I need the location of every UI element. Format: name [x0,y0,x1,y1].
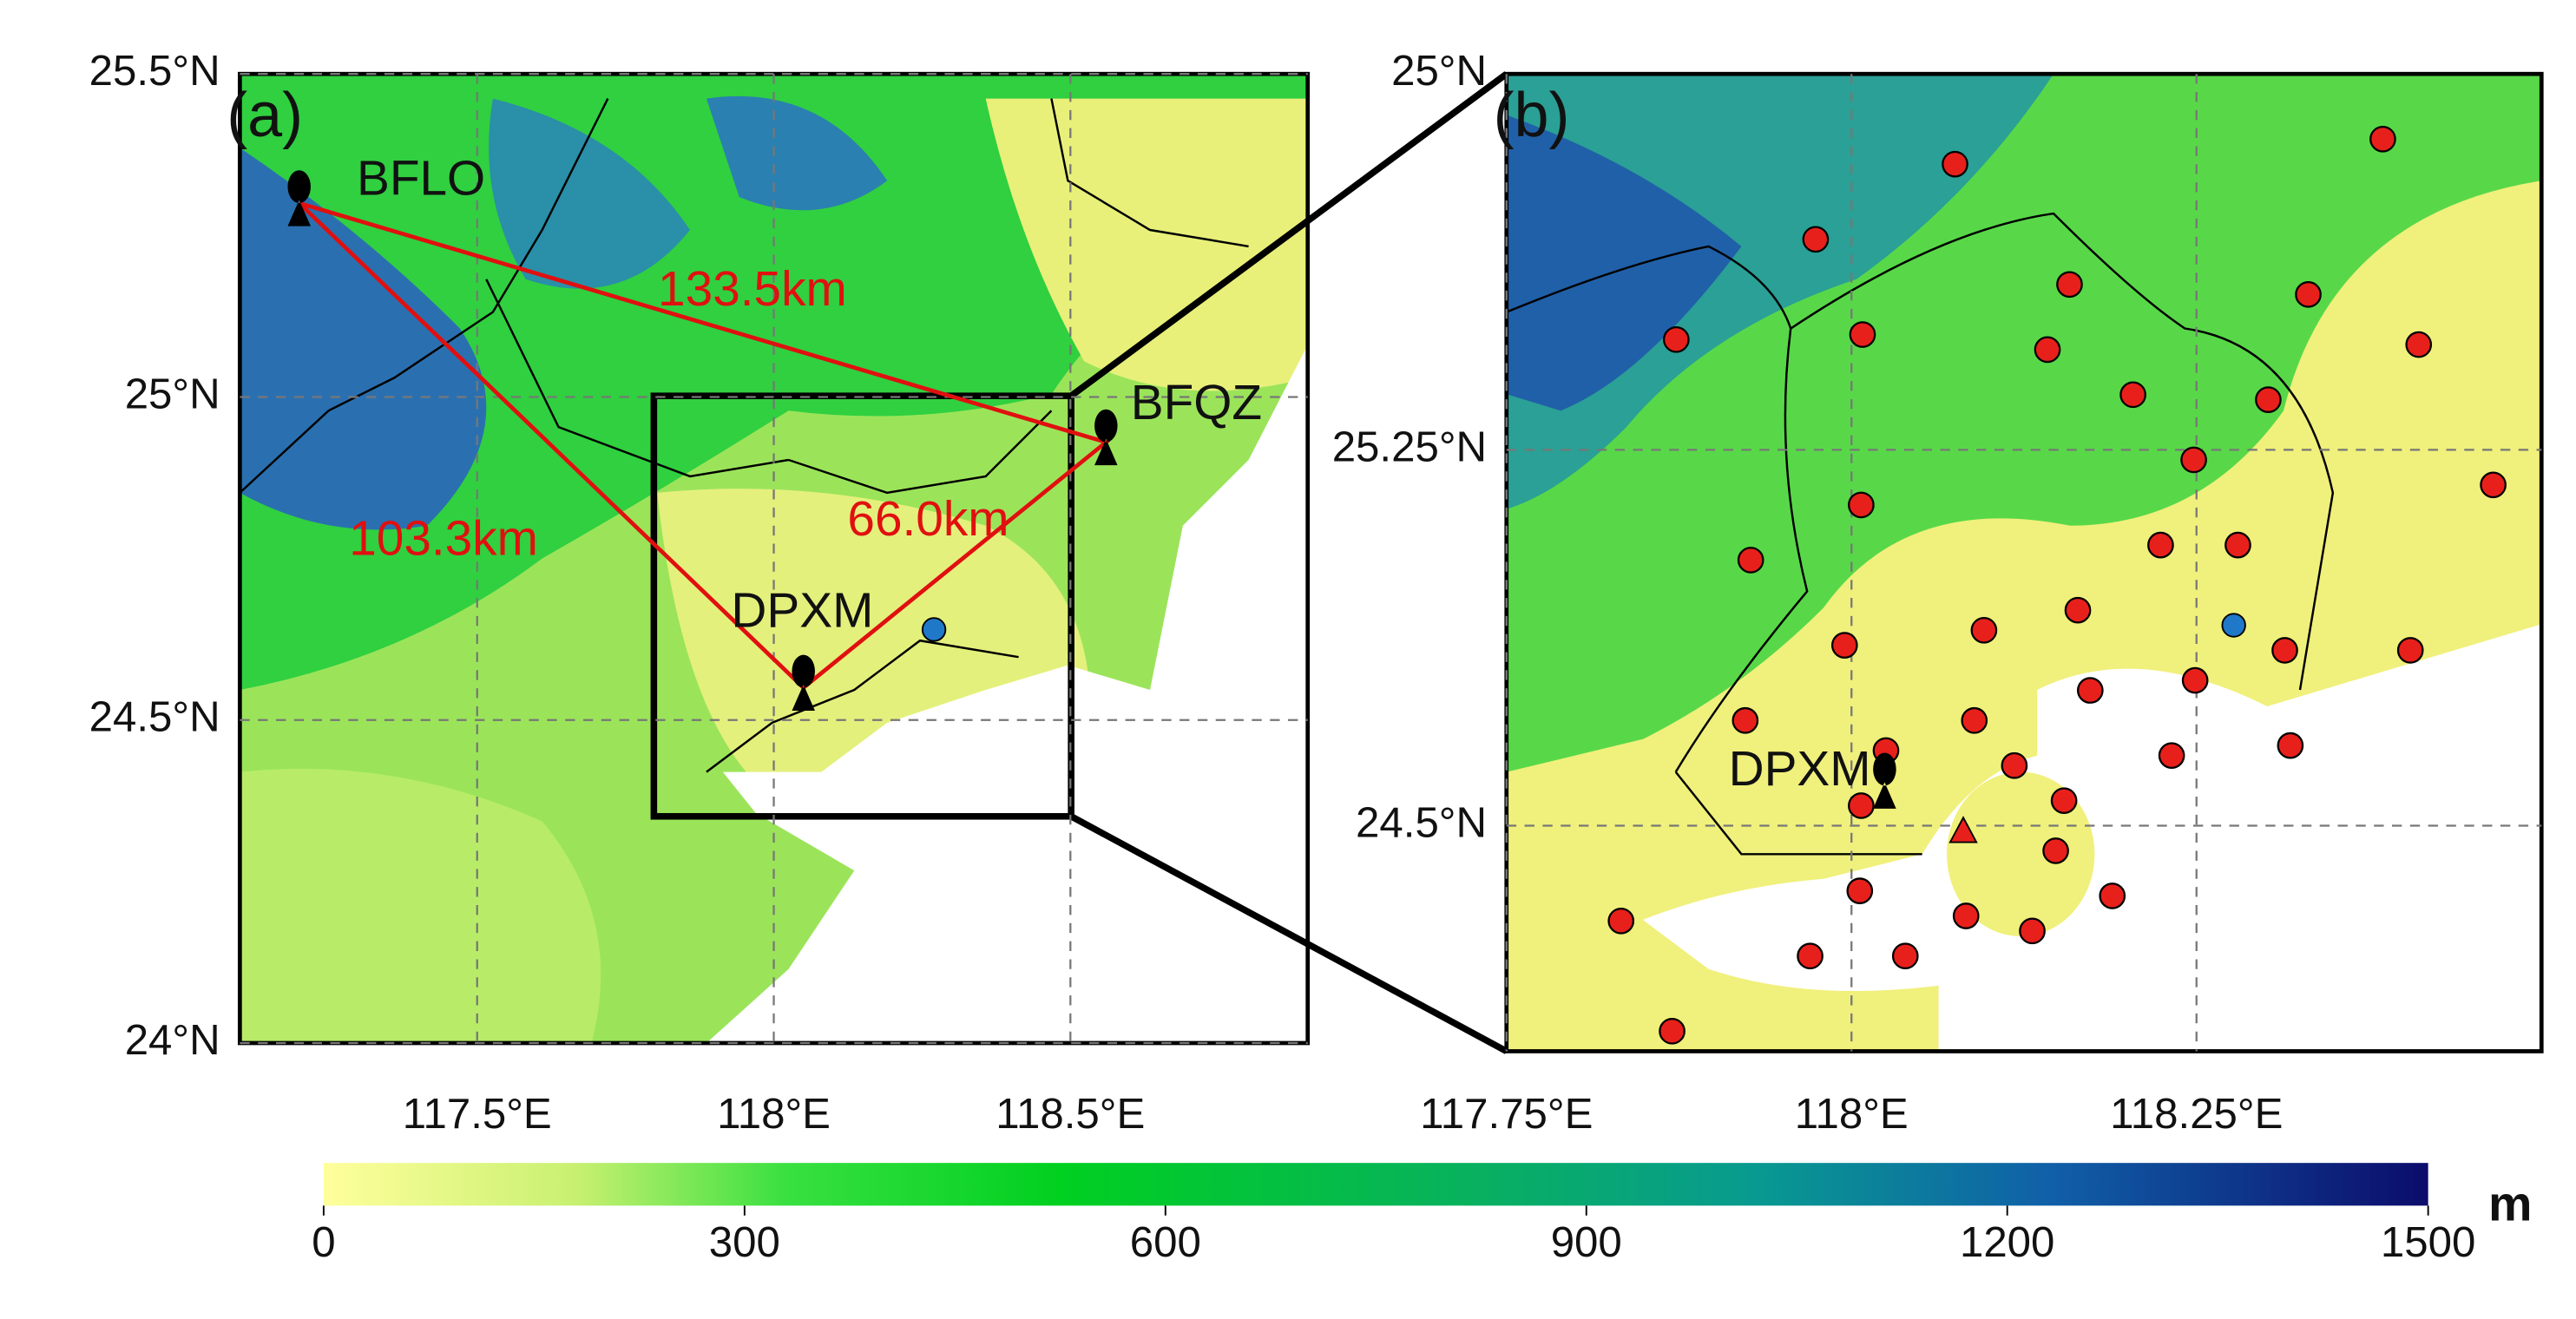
site [1846,877,1874,904]
link-line [298,200,1111,691]
site [2119,381,2146,409]
site [2076,677,2104,704]
site [1942,150,1968,178]
terrain-b [1506,74,2542,1052]
site [1732,706,1759,734]
x-tick-label: 118.5°E [996,1090,1145,1138]
site [2056,271,2083,299]
zoom-line [1068,71,1509,399]
x-tick-label: 118.25°E [2110,1090,2283,1138]
station-label: BFQZ [1131,376,1262,430]
site [2271,637,2298,664]
site [2001,751,2028,779]
zoom-line [1069,813,1508,1054]
site [2369,125,2396,153]
site [2034,336,2061,364]
colorbar-tick-label: 1200 [1960,1218,2054,1266]
x-tick-label: 118°E [1795,1090,1909,1138]
site [1797,942,1824,970]
site [1848,491,1875,519]
site [2295,280,2322,308]
site [1607,907,1635,935]
corner-label: 25°N [1391,47,1487,95]
site [2224,531,2251,559]
y-tick-label: 24°N [125,1016,220,1064]
x-tick-label: 118°E [717,1090,831,1138]
colorbar-tick-label: 300 [709,1218,780,1266]
station-label: BFLO [357,151,485,206]
site [2405,331,2433,358]
site [2064,596,2092,624]
y-tick-label: 25.5°N [89,47,220,95]
colorbar-tick-label: 1500 [2381,1218,2475,1266]
site [2158,742,2185,770]
site [1659,1018,1686,1045]
site [1952,902,1980,929]
x-tick-label: 117.5°E [403,1090,552,1138]
colorbar-unit: m [2488,1177,2532,1231]
site [1891,942,1919,970]
site [2480,471,2507,499]
site [2255,386,2282,413]
colorbar [323,1163,2428,1206]
site [1848,792,1875,819]
site [1970,616,1998,644]
distance-label: 133.5km [658,262,847,317]
blue-site [921,617,947,642]
colorbar-tick-label: 600 [1130,1218,1201,1266]
site [2396,637,2424,664]
station [1873,752,1896,809]
y-tick-label: 24.5°N [89,693,220,741]
site [2180,446,2207,474]
station [792,654,815,711]
y-tick-label: 24.5°N [1356,799,1487,847]
site [2042,837,2069,864]
station-label: DPXM [731,583,873,638]
site [1737,547,1764,574]
station [287,170,311,226]
site [2099,883,2126,909]
site [2277,732,2304,759]
site [1662,325,1690,353]
site [2147,531,2174,559]
site [2181,666,2209,694]
distance-label: 103.3km [349,512,538,567]
y-tick-label: 25.25°N [1332,423,1487,470]
site [1830,632,1858,659]
site [1849,321,1876,348]
station [1094,409,1118,466]
distance-label: 66.0km [847,492,1009,547]
colorbar-tick-label: 0 [312,1218,335,1266]
y-tick-label: 25°N [125,370,220,417]
station-label: DPXM [1729,742,1871,797]
panel-label: (a) [227,81,303,150]
blue-site [2221,613,2246,638]
red-site [1948,816,1978,843]
colorbar-tick-label: 900 [1551,1218,1622,1266]
site [2019,917,2046,945]
panel-label: (b) [1494,81,1570,150]
site [1961,706,1988,734]
site [1802,226,1830,253]
site [2050,787,2078,814]
x-tick-label: 117.75°E [1420,1090,1593,1138]
